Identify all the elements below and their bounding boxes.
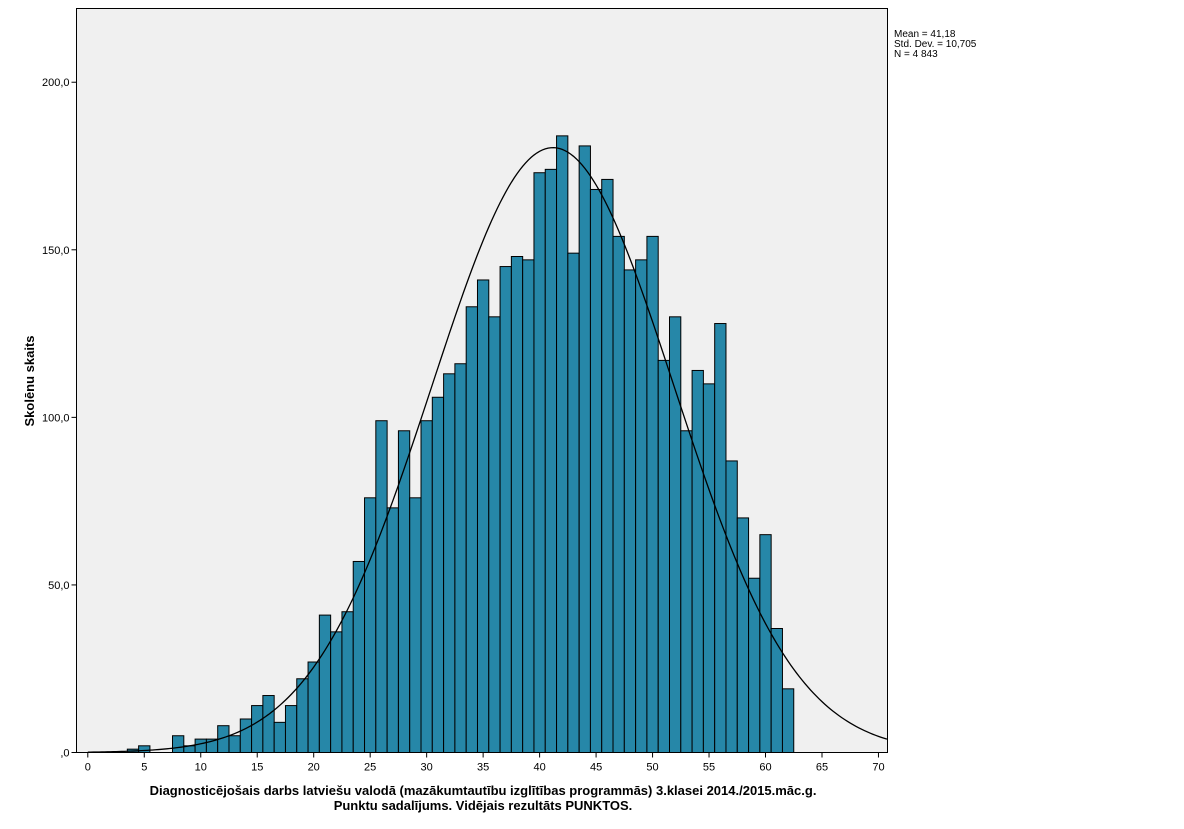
histogram-bar [691, 369, 704, 753]
histogram-bar [725, 460, 738, 753]
y-axis-ticks: ,0 50,0 100,0 150,0 200,0 [42, 77, 77, 760]
histogram-bar [409, 497, 422, 753]
x-tick-label: 15 [251, 762, 263, 774]
x-tick-label: 30 [421, 762, 433, 774]
x-axis-ticks: 0 5 10 15 20 25 30 35 40 45 50 55 60 65 70 [85, 752, 885, 774]
y-tick-label: 150,0 [42, 245, 70, 257]
histogram-bar [533, 172, 546, 754]
histogram-bar [736, 517, 750, 753]
histogram-bar [273, 721, 286, 754]
histogram-bar [228, 735, 241, 753]
histogram-bar [488, 316, 501, 753]
histogram-bar [138, 745, 151, 753]
histogram-bar [601, 178, 614, 754]
histogram-bar [239, 718, 253, 753]
histogram-bar [262, 695, 275, 754]
histogram-bar [386, 507, 399, 753]
histogram-bar [420, 420, 433, 753]
y-axis-title: Skolēnu skaits [22, 335, 37, 426]
histogram-bar [352, 560, 366, 753]
x-tick-label: 70 [872, 762, 884, 774]
histogram-bars [126, 135, 795, 754]
histogram-bar [567, 252, 580, 753]
histogram-bar [556, 135, 569, 754]
histogram-bar [714, 323, 727, 753]
stat-std-dev: Std. Dev. = 10,705 [894, 39, 977, 50]
stat-n: N = 4 843 [894, 49, 938, 60]
x-tick-label: 5 [141, 762, 147, 774]
x-tick-label: 50 [646, 762, 658, 774]
histogram-bar [194, 738, 207, 754]
x-tick-label: 35 [477, 762, 489, 774]
stat-mean: Mean = 41,18 [894, 29, 956, 40]
histogram-bar [443, 373, 456, 753]
histogram-bar [770, 628, 783, 753]
normal-distribution-curve [87, 146, 888, 753]
stats-box: Mean = 41,18 Std. Dev. = 10,705 N = 4 84… [894, 29, 977, 60]
histogram-bar [612, 235, 625, 753]
histogram-bar [341, 611, 354, 753]
histogram-bar [646, 235, 659, 753]
histogram-bar [454, 363, 467, 753]
histogram-bar [669, 316, 682, 753]
x-axis-title: Diagnosticējošais darbs latviešu valodā … [150, 783, 817, 798]
histogram-bar [364, 497, 377, 753]
histogram-bar [330, 631, 343, 753]
histogram-bar [759, 534, 772, 753]
y-tick-label: 200,0 [42, 77, 70, 89]
histogram-bar [476, 279, 490, 753]
x-tick-label: 10 [195, 762, 207, 774]
x-tick-label: 0 [85, 762, 91, 774]
x-tick-label: 65 [816, 762, 828, 774]
histogram-bar [578, 145, 591, 754]
histogram-bar [499, 266, 512, 753]
histogram-bar [307, 661, 320, 754]
x-axis-title-line2: Punktu sadalījums. Vidējais rezultāts PU… [334, 798, 633, 813]
x-tick-label: 20 [308, 762, 320, 774]
histogram-bar [375, 420, 388, 753]
x-tick-label: 45 [590, 762, 602, 774]
x-tick-label: 60 [759, 762, 771, 774]
histogram-bar [465, 306, 478, 753]
histogram-bar [522, 259, 535, 753]
y-tick-label: 50,0 [48, 580, 69, 592]
histogram-bar [284, 705, 298, 754]
histogram-bar [657, 359, 671, 753]
x-tick-label: 40 [533, 762, 545, 774]
histogram-bar [318, 614, 332, 754]
histogram-bar [748, 577, 761, 753]
histogram-bar [251, 705, 264, 754]
y-tick-label: 100,0 [42, 412, 70, 424]
histogram-bar [431, 396, 445, 753]
histogram-bar [635, 259, 648, 753]
histogram-bar [172, 735, 185, 753]
x-tick-label: 55 [703, 762, 715, 774]
histogram-bar [781, 688, 795, 754]
histogram-bar [589, 188, 603, 754]
histogram-bar [544, 168, 558, 754]
histogram-bar [296, 678, 309, 754]
histogram-bar [702, 383, 716, 753]
y-tick-label: ,0 [60, 748, 69, 760]
x-tick-label: 25 [364, 762, 376, 774]
histogram-bar [510, 256, 524, 753]
histogram-bar [680, 430, 693, 753]
histogram-bar [623, 269, 637, 753]
